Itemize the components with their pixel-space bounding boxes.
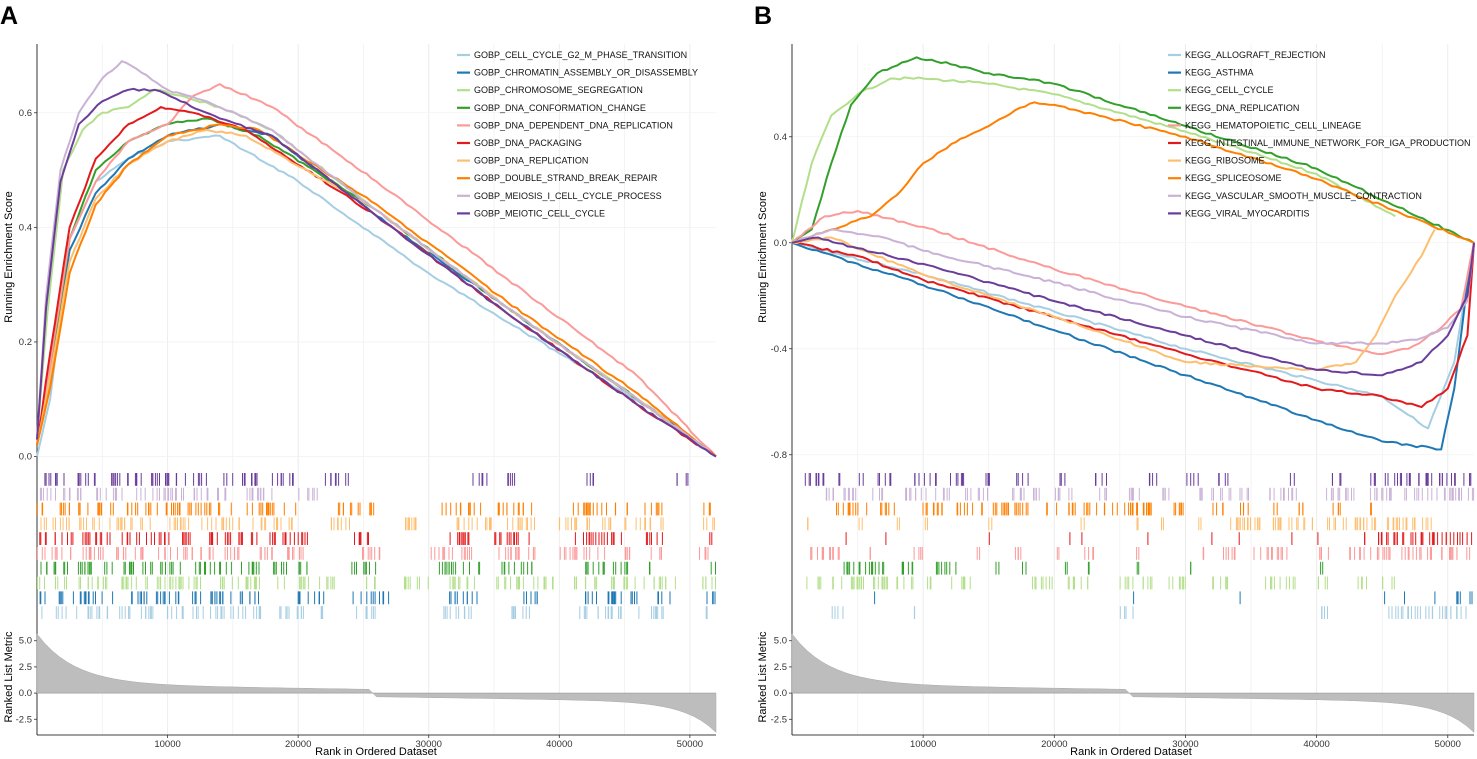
es-line-kegg-allograft-rejection — [791, 241, 1475, 430]
legend-label: GOBP_DOUBLE_STRAND_BREAK_REPAIR — [474, 173, 658, 183]
legend-label: KEGG_RIBOSOME — [1185, 156, 1265, 166]
legend-label: KEGG_ASTHMA — [1185, 68, 1254, 78]
es-line-gobp-dna-dependent-dna-replication — [36, 83, 717, 458]
es-line-gobp-dna-conformation-change — [36, 117, 717, 458]
legend-label: KEGG_INTESTINAL_IMMUNE_NETWORK_FOR_IGA_P… — [1185, 138, 1471, 148]
panel-a-label: A — [0, 2, 18, 30]
metric-tick-label: 5.0 — [774, 636, 787, 647]
es-line-gobp-meiosis-i-cell-cycle-process — [36, 60, 717, 458]
hit-row-gobp-cell-cycle-g2-m-phase-transition — [41, 606, 708, 619]
hit-row-kegg-hematopoietic-cell-lineage — [810, 547, 1471, 560]
es-line-gobp-cell-cycle-g2-m-phase-transition — [36, 134, 717, 458]
es-line-kegg-asthma — [791, 241, 1475, 451]
hit-row-kegg-vascular-smooth-muscle-contraction — [825, 487, 1475, 501]
legend-label: KEGG_VIRAL_MYOCARDITIS — [1185, 208, 1310, 218]
legend: KEGG_ALLOGRAFT_REJECTION KEGG_ASTHMA KEGG_… — [1168, 50, 1471, 218]
hit-row-gobp-double-strand-break-repair — [36, 502, 711, 516]
x-tick-label: 30000 — [1172, 739, 1198, 750]
legend-label: GOBP_MEIOTIC_CELL_CYCLE — [474, 208, 605, 218]
es-line-kegg-vascular-smooth-muscle-contraction — [791, 228, 1475, 346]
panel-b-es-axis-title: Running Enrichment Score — [757, 191, 769, 322]
legend-label: KEGG_ALLOGRAFT_REJECTION — [1185, 50, 1326, 60]
hit-row-kegg-asthma — [874, 591, 1473, 605]
x-tick-label: 20000 — [285, 739, 311, 750]
x-gridlines — [792, 44, 1474, 735]
legend-label: KEGG_DNA_REPLICATION — [1185, 103, 1299, 113]
hit-row-kegg-dna-replication — [843, 561, 1324, 575]
panel-a-es-axis-title: Running Enrichment Score — [3, 191, 15, 322]
es-tick-label: 0.0 — [19, 452, 32, 463]
legend-label: GOBP_DNA_DEPENDENT_DNA_REPLICATION — [474, 120, 673, 130]
es-line-kegg-viral-myocarditis — [791, 236, 1475, 377]
panel-b-x-axis-title: Rank in Ordered Dataset — [1070, 746, 1192, 758]
hit-row-kegg-viral-myocarditis — [804, 473, 1472, 486]
x-tick-label: 20000 — [1041, 739, 1067, 750]
hit-row-gobp-dna-conformation-change — [40, 561, 716, 575]
es-tick-label: 0.2 — [19, 337, 32, 348]
es-line-gobp-meiotic-cell-cycle — [36, 87, 717, 458]
x-tick-label: 30000 — [416, 739, 442, 750]
es-line-kegg-dna-replication — [791, 56, 1475, 244]
x-tick-label: 50000 — [677, 739, 703, 750]
x-tick-label: 10000 — [154, 739, 180, 750]
hit-row-kegg-spliceosome — [836, 502, 1372, 516]
panel-a: A Running Enrichment Score Ranked List M… — [0, 2, 717, 758]
metric-tick-label: 2.5 — [19, 662, 32, 673]
ranked-metric-area — [36, 633, 717, 733]
x-tick-label: 10000 — [910, 739, 936, 750]
es-line-kegg-intestinal-immune-network-for-iga-production — [792, 241, 1475, 409]
metric-tick-label: 0.0 — [19, 688, 32, 699]
metric-tick-label: 5.0 — [19, 636, 32, 647]
legend-label: KEGG_VASCULAR_SMOOTH_MUSCLE_CONTRACTION — [1185, 191, 1422, 201]
hit-row-gobp-meiotic-cell-cycle — [44, 473, 689, 486]
metric-tick-label: -2.5 — [771, 714, 787, 725]
legend-label: GOBP_CHROMATIN_ASSEMBLY_OR_DISASSEMBLY — [474, 68, 698, 78]
metric-tick-label: 0.0 — [774, 688, 787, 699]
es-tick-label: 0.4 — [774, 132, 787, 143]
hit-row-gobp-meiosis-i-cell-cycle-process — [39, 487, 318, 501]
es-tick-label: -0.4 — [771, 344, 787, 355]
legend-label: GOBP_MEIOSIS_I_CELL_CYCLE_PROCESS — [474, 191, 662, 201]
ranked-metric-area — [791, 633, 1475, 733]
metric-tick-label: -2.5 — [16, 714, 32, 725]
hit-row-gobp-dna-dependent-dna-replication — [36, 547, 709, 560]
panel-b-metric-axis-title: Ranked List Metric — [757, 631, 769, 723]
legend-label: GOBP_CELL_CYCLE_G2_M_PHASE_TRANSITION — [474, 50, 687, 60]
hit-row-gobp-dna-replication — [40, 517, 715, 531]
hit-row-gobp-dna-packaging — [39, 532, 713, 545]
panel-b: B Running Enrichment Score Ranked List M… — [754, 2, 1475, 758]
panel-a-metric-axis-title: Ranked List Metric — [3, 631, 15, 723]
es-line-gobp-double-strand-break-repair — [36, 123, 717, 458]
es-line-kegg-hematopoietic-cell-lineage — [791, 210, 1475, 356]
x-tick-label: 50000 — [1435, 739, 1461, 750]
hit-row-gobp-chromatin-assembly-or-disassembly — [39, 591, 716, 605]
hit-row-kegg-intestinal-immune-network-for-iga-production — [845, 532, 1473, 545]
hit-row-kegg-cell-cycle — [806, 576, 1395, 590]
legend-label: KEGG_SPLICEOSOME — [1185, 173, 1282, 183]
es-tick-label: 0.0 — [774, 238, 787, 249]
legend-label: KEGG_HEMATOPOIETIC_CELL_LINEAGE — [1185, 120, 1361, 130]
legend: GOBP_CELL_CYCLE_G2_M_PHASE_TRANSITION GOB… — [457, 50, 698, 218]
es-tick-label: -0.8 — [771, 450, 787, 461]
legend-label: KEGG_CELL_CYCLE — [1185, 85, 1274, 95]
legend-label: GOBP_DNA_REPLICATION — [474, 156, 588, 166]
legend-label: GOBP_DNA_CONFORMATION_CHANGE — [474, 103, 646, 113]
es-tick-label: 0.4 — [19, 222, 32, 233]
x-tick-label: 40000 — [1303, 739, 1329, 750]
es-line-kegg-ribosome — [791, 229, 1436, 371]
hit-row-kegg-allograft-rejection — [831, 606, 1467, 619]
es-line-gobp-chromosome-segregation — [36, 88, 717, 458]
metric-tick-label: 2.5 — [774, 662, 787, 673]
panel-a-x-axis-title: Rank in Ordered Dataset — [315, 746, 437, 758]
hit-row-gobp-chromosome-segregation — [37, 576, 716, 590]
es-line-kegg-spliceosome — [791, 101, 1475, 244]
hit-row-kegg-ribosome — [807, 517, 1432, 531]
legend-label: GOBP_CHROMOSOME_SEGREGATION — [474, 85, 643, 95]
panel-b-label: B — [754, 2, 772, 30]
es-tick-label: 0.6 — [19, 108, 32, 119]
legend-label: GOBP_DNA_PACKAGING — [474, 138, 582, 148]
es-line-kegg-cell-cycle — [791, 76, 1396, 244]
x-tick-label: 40000 — [546, 739, 572, 750]
